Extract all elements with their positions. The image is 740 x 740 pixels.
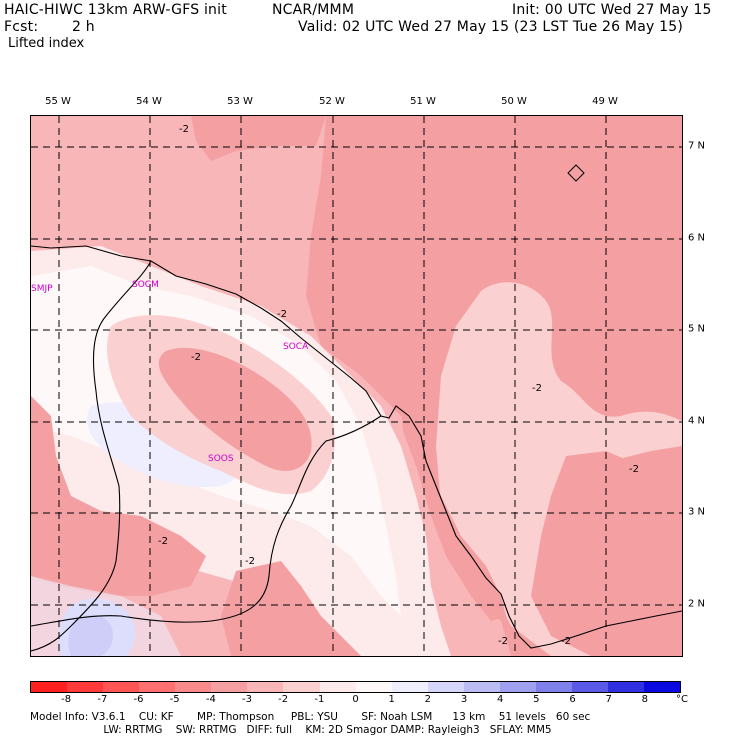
station-label-smjp: SMJP: [31, 284, 53, 294]
forecast-label: Fcst:: [4, 19, 39, 35]
deep-red-southwest: [31, 396, 206, 596]
colorbar-swatch: [175, 682, 212, 692]
lat-label-7n: 7 N: [688, 140, 706, 152]
colorbar-swatch: [355, 682, 392, 692]
forecast-hours: 2 h: [72, 19, 95, 35]
lat-label-3n: 3 N: [688, 506, 706, 518]
contour-label: -2: [245, 556, 255, 567]
lat-label-4n: 4 N: [688, 415, 706, 427]
colorbar-tick-label: 2: [424, 694, 432, 705]
colorbar-swatch: [391, 682, 428, 692]
model-title: HAIC-HIWC 13km ARW-GFS init: [4, 2, 227, 18]
model-info-line1: Model Info: V3.6.1 CU: KF MP: Thompson P…: [30, 711, 591, 723]
colorbar-tick-label: 4: [496, 694, 504, 705]
field-name: Lifted index: [8, 36, 85, 51]
contour-label: -2: [277, 309, 287, 320]
lon-label-50w: 50 W: [501, 96, 527, 107]
lifted-index-map: SMJP SOCM SOCA SOOS -2 -2 -2 -2 -2 -2 -2…: [30, 115, 683, 657]
colorbar-swatch: [67, 682, 104, 692]
colorbar-swatch: [31, 682, 68, 692]
colorbar: [30, 681, 681, 693]
colorbar-swatch: [139, 682, 176, 692]
diamond-marker: [567, 164, 585, 182]
contour-label: -2: [179, 124, 189, 135]
colorbar-tick-label: -3: [242, 694, 252, 705]
colorbar-tick-label: -7: [97, 694, 108, 705]
colorbar-swatch: [535, 682, 572, 692]
colorbar-tick-label: -4: [205, 694, 216, 705]
colorbar-swatch: [499, 682, 536, 692]
colorbar-tick-label: 8: [641, 694, 649, 705]
organization-label: NCAR/MMM: [272, 2, 355, 18]
colorbar-tick-label: 3: [460, 694, 468, 705]
colorbar-swatch: [608, 682, 645, 692]
contour-label: -2: [561, 636, 571, 647]
lon-label-52w: 52 W: [319, 96, 345, 107]
colorbar-swatch: [283, 682, 320, 692]
lon-label-55w: 55 W: [45, 96, 71, 107]
colorbar-tick-label: -6: [133, 694, 144, 705]
colorbar-swatch: [319, 682, 356, 692]
contour-label: -2: [532, 383, 542, 394]
lat-label-6n: 6 N: [688, 232, 706, 244]
deep-red-coastal-strip: [401, 406, 506, 621]
station-label-socm: SOCM: [132, 280, 159, 290]
colorbar-tick-label: 1: [388, 694, 395, 705]
lat-label-2n: 2 N: [688, 598, 706, 610]
lon-label-54w: 54 W: [136, 96, 162, 107]
colorbar-tick-label: -2: [278, 694, 289, 705]
colorbar-swatch: [103, 682, 140, 692]
colorbar-swatch: [571, 682, 608, 692]
colorbar-tick-label: -8: [61, 694, 72, 705]
lon-label-53w: 53 W: [227, 96, 253, 107]
colorbar-ticks: -8 -7 -6 -5 -4 -3 -2 -1 0 1 2 3 4 5 6 7 8: [30, 694, 681, 708]
model-info-line2: LW: RRTMG SW: RRTMG DIFF: full KM: 2D Sm…: [30, 724, 552, 736]
init-time: Init: 00 UTC Wed 27 May 15: [512, 2, 712, 18]
pale-blue-patch: [87, 402, 240, 487]
colorbar-swatch: [211, 682, 248, 692]
valid-time: Valid: 02 UTC Wed 27 May 15 (23 LST Tue …: [298, 19, 683, 35]
map-canvas: [31, 116, 682, 656]
colorbar-unit: °C: [676, 694, 688, 705]
deep-red-south-middle: [221, 561, 361, 656]
lon-label-49w: 49 W: [592, 96, 618, 107]
latlon-grid: [31, 116, 682, 656]
colorbar-tick-label: 7: [605, 694, 612, 705]
contour-label: -2: [158, 536, 168, 547]
colorbar-tick-label: 6: [569, 694, 576, 705]
colorbar-swatch: [247, 682, 284, 692]
colorbar-swatch: [644, 682, 681, 692]
colorbar-swatch: [463, 682, 500, 692]
deep-red-north-patch: [191, 116, 326, 161]
station-label-soos: SOOS: [208, 454, 234, 464]
colorbar-tick-label: -5: [169, 694, 180, 705]
lon-label-51w: 51 W: [410, 96, 436, 107]
lat-label-5n: 5 N: [688, 323, 706, 335]
colorbar-tick-label: -1: [314, 694, 325, 705]
deep-red-ellipse: [158, 347, 312, 471]
contour-label: -2: [191, 352, 201, 363]
colorbar-swatch: [427, 682, 464, 692]
contour-label: -2: [629, 464, 639, 475]
coastline-and-borders: [31, 245, 682, 652]
contour-label: -2: [498, 636, 508, 647]
station-label-soca: SOCA: [283, 342, 309, 352]
colorbar-tick-label: 5: [533, 694, 540, 705]
colorbar-tick-label: 0: [352, 694, 359, 705]
